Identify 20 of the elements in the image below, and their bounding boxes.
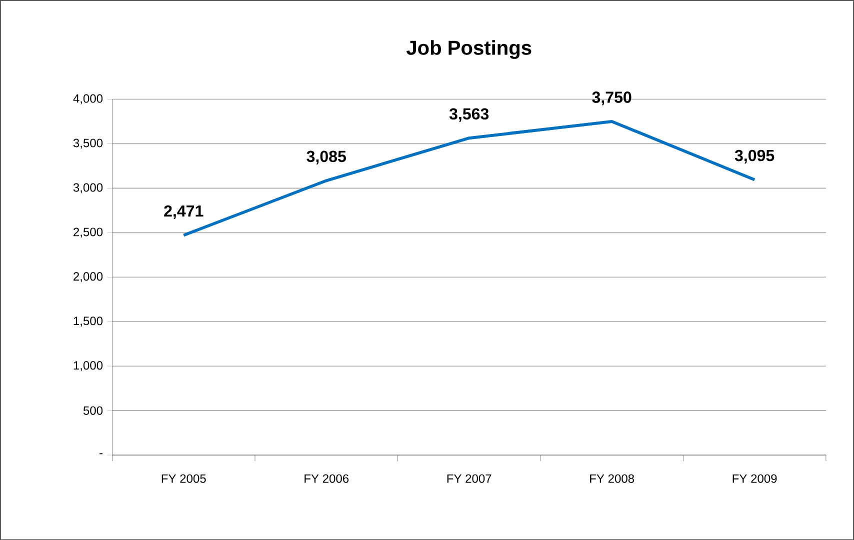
y-tick-label: 1,500 bbox=[74, 316, 103, 326]
y-tick-label: 3,500 bbox=[73, 138, 103, 149]
data-label: 3,085 bbox=[306, 150, 346, 164]
y-tick-label: 4,000 bbox=[73, 94, 103, 104]
y-tick-label: 1,000 bbox=[74, 361, 103, 371]
y-tick-label: 500 bbox=[83, 406, 103, 415]
x-tick-label: FY 2005 bbox=[162, 474, 206, 483]
data-label: 3,563 bbox=[449, 108, 489, 122]
y-tick-label: - bbox=[100, 453, 103, 454]
x-tick-label: FY 2008 bbox=[590, 474, 634, 483]
data-label: 2,471 bbox=[164, 205, 204, 219]
x-tick-label: FY 2006 bbox=[304, 474, 349, 483]
x-tick-label: FY 2009 bbox=[732, 474, 777, 483]
x-tick-label: FY 2007 bbox=[447, 474, 492, 483]
data-label: 3,095 bbox=[734, 150, 774, 164]
y-tick-label: 2,000 bbox=[74, 272, 103, 282]
data-label: 3,750 bbox=[592, 91, 632, 106]
y-tick-label: 3,000 bbox=[73, 183, 103, 194]
chart-title: Job Postings bbox=[406, 40, 532, 59]
y-tick-label: 2,500 bbox=[74, 228, 103, 238]
